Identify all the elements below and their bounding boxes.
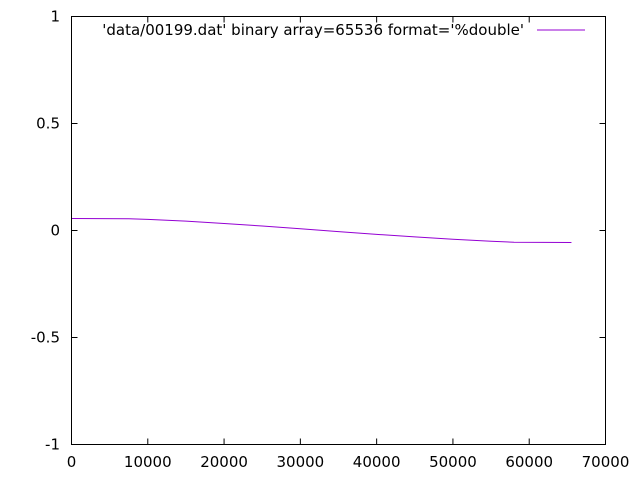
x-tick-label: 50000: [429, 453, 477, 471]
legend: 'data/00199.dat' binary array=65536 form…: [102, 21, 585, 39]
x-tick-label: 0: [67, 453, 77, 471]
y-tick-label: -1: [45, 436, 60, 454]
y-tick-label: -0.5: [31, 329, 60, 347]
legend-label: 'data/00199.dat' binary array=65536 form…: [102, 21, 524, 39]
series-layer: [71, 218, 572, 243]
x-tick-label: 10000: [124, 453, 172, 471]
x-tick-label: 20000: [200, 453, 248, 471]
y-tick-label: 0: [50, 222, 60, 240]
series-line: [71, 218, 572, 243]
plot-frame: [71, 16, 606, 445]
ticks-layer: 1 0.5 0 -0.5 -1 0 10000 20000 30000 40000 50000 600…: [31, 8, 630, 472]
y-tick-label: 0.5: [36, 115, 60, 133]
y-tick-label: 1: [50, 8, 60, 26]
x-tick-label: 70000: [582, 453, 630, 471]
x-tick-label: 40000: [353, 453, 401, 471]
x-tick-label: 30000: [276, 453, 324, 471]
x-tick-label: 60000: [505, 453, 553, 471]
